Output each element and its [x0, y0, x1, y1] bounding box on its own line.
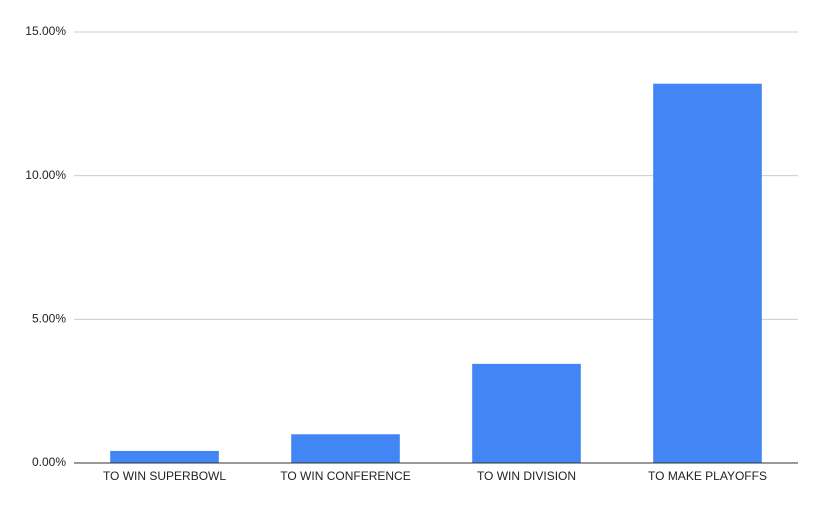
x-tick-label: TO WIN CONFERENCE	[280, 469, 410, 483]
bar	[653, 83, 762, 463]
y-tick-label: 15.00%	[25, 24, 66, 38]
x-tick-label: TO WIN DIVISION	[477, 469, 576, 483]
bar	[472, 363, 581, 463]
y-tick-label: 0.00%	[32, 455, 66, 469]
bar	[291, 434, 400, 463]
y-tick-label: 10.00%	[25, 168, 66, 182]
bar	[110, 450, 219, 463]
x-tick-label: TO WIN SUPERBOWL	[103, 469, 226, 483]
y-tick-label: 5.00%	[32, 312, 66, 326]
x-tick-label: TO MAKE PLAYOFFS	[648, 469, 767, 483]
